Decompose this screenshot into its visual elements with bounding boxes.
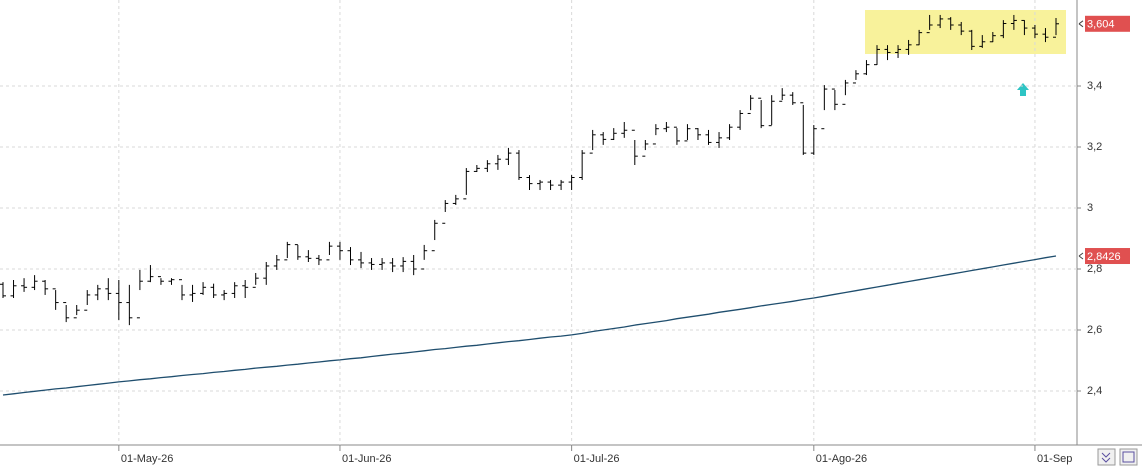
moving-average [2,255,1057,396]
y-tick-label: 3,4 [1087,80,1102,92]
last-label-box [1085,248,1130,265]
x-tick-label: 01-May-26 [121,453,174,465]
last-label: 3,604 [1087,19,1115,31]
x-tick-label: 01-Ago-26 [816,453,867,465]
highlight-region [865,10,1066,54]
y-tick-label: 2,6 [1087,324,1102,336]
zoom-icon [1101,452,1111,463]
y-tick-label: 2,4 [1087,385,1102,397]
y-tick-label: 3 [1087,202,1093,214]
save-icon [1122,451,1135,463]
last-marker [1078,252,1084,260]
last-label: 2,8426 [1087,251,1121,263]
x-tick-label: 01-Sep [1037,453,1072,465]
last-label-box [1085,15,1130,32]
scroll-buttons [1097,448,1138,466]
last-marker [1078,20,1084,28]
x-tick-label: 01-Jun-26 [342,453,392,465]
x-tick-label: 01-Jul-26 [574,453,620,465]
signal-arrow [1017,83,1029,96]
y-tick-label: 2,8 [1087,263,1102,275]
save-button[interactable] [1119,448,1138,466]
y-tick-label: 3,2 [1087,141,1102,153]
